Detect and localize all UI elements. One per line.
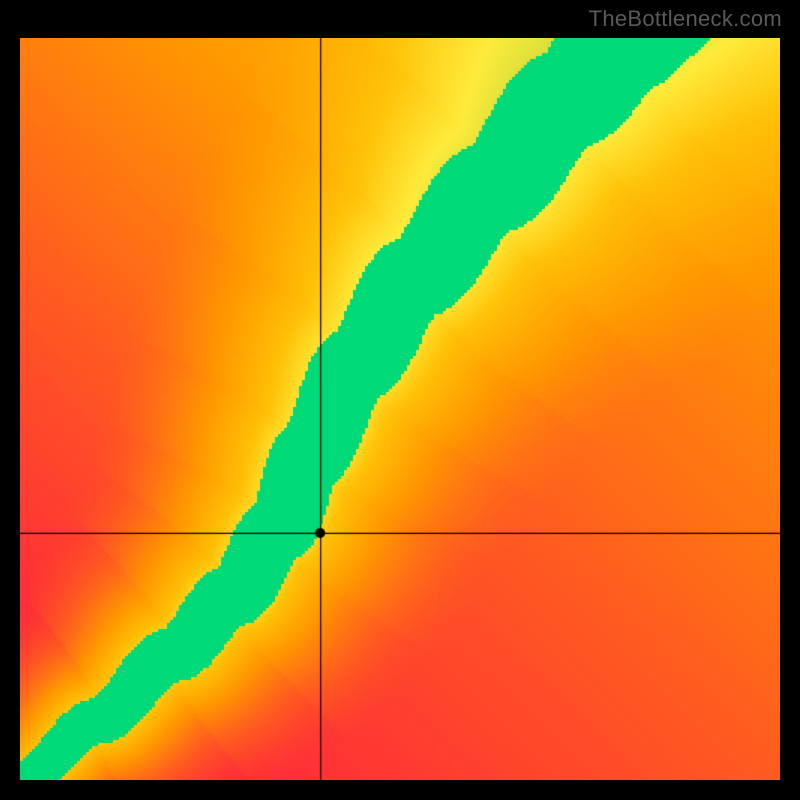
watermark-text: TheBottleneck.com bbox=[589, 6, 782, 32]
heatmap-plot bbox=[20, 38, 780, 780]
chart-container: TheBottleneck.com bbox=[0, 0, 800, 800]
heatmap-canvas bbox=[20, 38, 780, 780]
